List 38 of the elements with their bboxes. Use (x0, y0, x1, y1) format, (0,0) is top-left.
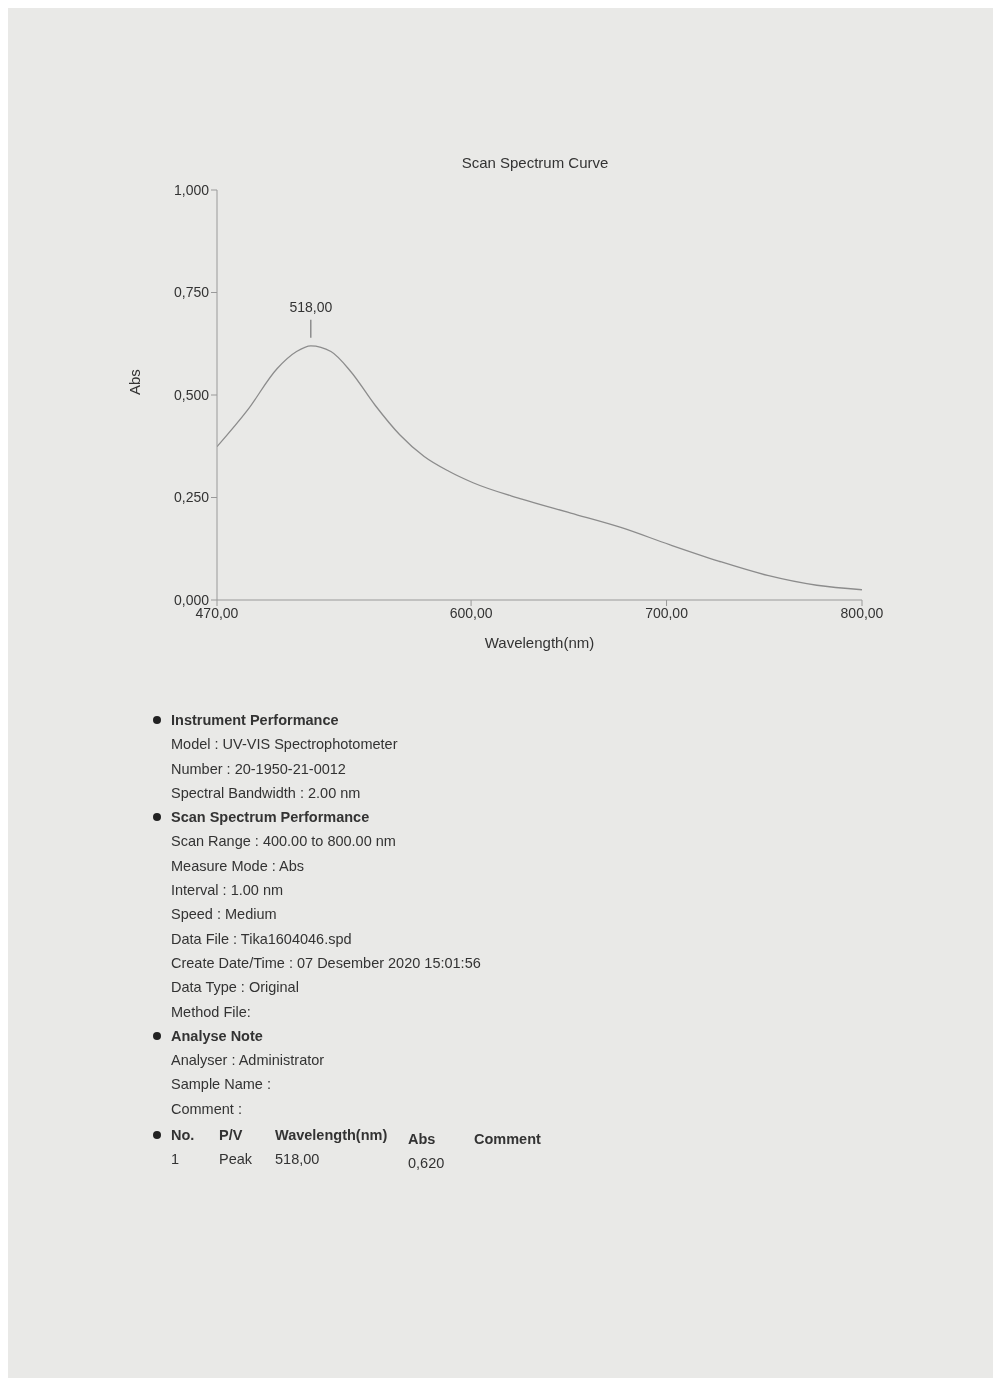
text: Wavelength(nm) (275, 1126, 388, 1146)
text: Instrument Performance (171, 711, 339, 730)
y-tick-label: 1,000 (173, 181, 210, 198)
annotation: 518,00 (289, 298, 333, 315)
text: Peak (219, 1150, 253, 1170)
y-axis-title: Abs (126, 369, 144, 395)
text: 518,00 (275, 1150, 320, 1170)
text: Number : 20-1950-21-0012 (171, 759, 346, 779)
text: Data File : Tika1604046.spd (171, 929, 352, 949)
text: 1 (171, 1150, 180, 1170)
text: Sample Name : (171, 1075, 271, 1095)
text: Scan Range : 400.00 to 800.00 nm (171, 832, 396, 852)
text: Data Type : Original (171, 978, 299, 998)
y-tick-label: 0,500 (173, 386, 210, 403)
text: Measure Mode : Abs (171, 856, 304, 876)
text: Spectral Bandwidth : 2.00 nm (171, 783, 361, 803)
text: Interval : 1.00 nm (171, 881, 284, 901)
y-tick-label: 0,750 (173, 284, 210, 301)
line-series (217, 345, 862, 591)
x-tick-label: 600,00 (449, 604, 493, 621)
x-tick-label: 800,00 (840, 604, 884, 621)
text: Analyse Note (171, 1026, 263, 1046)
x-axis-title: Wavelength(nm) (484, 634, 595, 651)
text: P/V (219, 1126, 243, 1146)
text: Comment (474, 1130, 541, 1150)
text: Model : UV-VIS Spectrophotometer (171, 735, 398, 755)
chart-title: Scan Spectrum Curve (460, 154, 610, 171)
text: Create Date/Time : 07 Desember 2020 15:01:56 (171, 953, 481, 973)
text: Method File: (171, 1002, 251, 1022)
text: Abs (408, 1130, 436, 1150)
text: Scan Spectrum Performance (171, 808, 370, 828)
text: Speed : Medium (171, 905, 277, 925)
text: 0,620 (408, 1154, 445, 1174)
text: Comment : (171, 1099, 242, 1119)
text: Analyser : Administrator (171, 1051, 325, 1071)
y-tick-label: 0,250 (173, 489, 210, 506)
x-tick-label: 700,00 (645, 604, 689, 621)
text: No. (171, 1126, 195, 1146)
